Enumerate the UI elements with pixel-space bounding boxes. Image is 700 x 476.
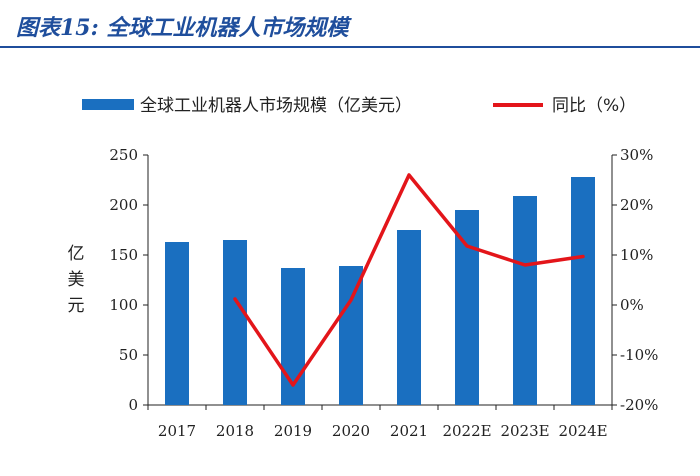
bar-2022E — [455, 210, 479, 405]
legend-bar-label: 全球工业机器人市场规模（亿美元） — [140, 96, 412, 116]
legend: 全球工业机器人市场规模（亿美元） 同比（%） — [82, 96, 636, 116]
bar-2020 — [339, 266, 363, 405]
x-tick-label: 2023E — [500, 422, 549, 440]
left-tick-label: 0 — [128, 396, 138, 414]
y-axis-label-char: 亿 — [68, 244, 85, 264]
yoy-point — [233, 297, 237, 301]
yoy-point — [465, 244, 469, 248]
axes — [143, 154, 617, 410]
bar-2024E — [571, 177, 595, 405]
bar-2018 — [223, 240, 247, 405]
yoy-point — [349, 298, 353, 302]
left-tick-label: 150 — [109, 246, 138, 264]
y-axis-label-char: 美 — [68, 270, 85, 290]
yoy-point — [291, 383, 295, 387]
bar-2017 — [165, 242, 189, 405]
figure-title: 图表15: 全球工业机器人市场规模 — [16, 15, 349, 41]
right-tick-label: -10% — [620, 346, 658, 364]
title-rule — [0, 46, 700, 48]
x-tick-label: 2022E — [442, 422, 491, 440]
left-tick-label: 100 — [109, 296, 138, 314]
right-tick-label: 0% — [620, 296, 644, 314]
x-tick-label: 2021 — [390, 422, 428, 440]
right-tick-label: -20% — [620, 396, 658, 414]
legend-bar-swatch — [82, 99, 134, 110]
tick-labels: 0 50 100 150 200 250 -20% -10% 0% 10% 20% 30% 2017 20… — [109, 146, 658, 440]
right-tick-label: 10% — [620, 246, 653, 264]
line-series — [233, 173, 585, 387]
x-tick-label: 2018 — [216, 422, 254, 440]
x-tick-label: 2020 — [332, 422, 370, 440]
legend-line-label: 同比（%） — [552, 96, 636, 116]
left-tick-label: 250 — [109, 146, 138, 164]
yoy-point — [407, 173, 411, 177]
x-tick-label: 2024E — [558, 422, 607, 440]
x-tick-label: 2017 — [158, 422, 196, 440]
bar-2021 — [397, 230, 421, 405]
y-axis-label-char: 元 — [68, 296, 85, 316]
x-tick-label: 2019 — [274, 422, 312, 440]
bar-series — [165, 177, 595, 405]
bar-2023E — [513, 196, 537, 405]
right-tick-label: 30% — [620, 146, 653, 164]
left-tick-label: 50 — [119, 346, 138, 364]
left-tick-label: 200 — [109, 196, 138, 214]
yoy-point — [523, 263, 527, 267]
yoy-point — [581, 255, 585, 258]
right-tick-label: 20% — [620, 196, 653, 214]
